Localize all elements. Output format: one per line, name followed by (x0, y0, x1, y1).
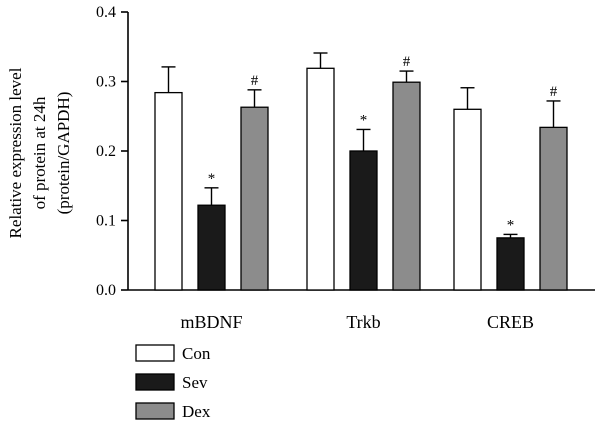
y-axis-label: Relative expression level of protein at … (6, 67, 73, 238)
bar-dex (240, 106, 269, 291)
significance-marker: # (251, 73, 259, 89)
significance-marker: # (403, 54, 411, 70)
bar-sev (197, 204, 226, 291)
significance-marker: * (208, 171, 216, 187)
bar-con (306, 67, 335, 291)
bar-sev (349, 150, 378, 291)
significance-marker: * (507, 217, 515, 233)
bar-con (154, 91, 183, 291)
legend-swatch-sev (135, 373, 175, 391)
legend-label-sev: Sev (182, 373, 208, 392)
legend-swatch-dex (135, 402, 175, 420)
legend-swatch-con (135, 344, 175, 362)
bar-con (453, 108, 482, 291)
y-axis-label-line-1: Relative expression level (6, 67, 25, 238)
bar-dex (392, 81, 421, 291)
bar-dex (539, 126, 568, 291)
significance-marker: # (550, 84, 558, 100)
legend: Con Sev Dex (135, 344, 211, 421)
y-tick-label: 0.2 (96, 143, 116, 160)
significance-marker: * (360, 112, 368, 128)
y-tick-label: 0.3 (96, 74, 116, 91)
bars: * # * # * # (154, 52, 568, 291)
legend-label-dex: Dex (182, 402, 211, 421)
x-category-label: mBDNF (180, 312, 242, 332)
x-category-label: Trkb (346, 312, 380, 332)
y-axis-label-line-3: (protein/GAPDH) (54, 92, 73, 215)
x-category-label: CREB (487, 312, 534, 332)
y-tick-label: 0.4 (96, 4, 116, 21)
bar-sev (496, 237, 525, 291)
y-tick-label: 0.0 (96, 282, 116, 299)
y-tick-label: 0.1 (96, 213, 116, 230)
legend-label-con: Con (182, 344, 211, 363)
y-axis-label-line-2: of protein at 24h (30, 96, 49, 209)
